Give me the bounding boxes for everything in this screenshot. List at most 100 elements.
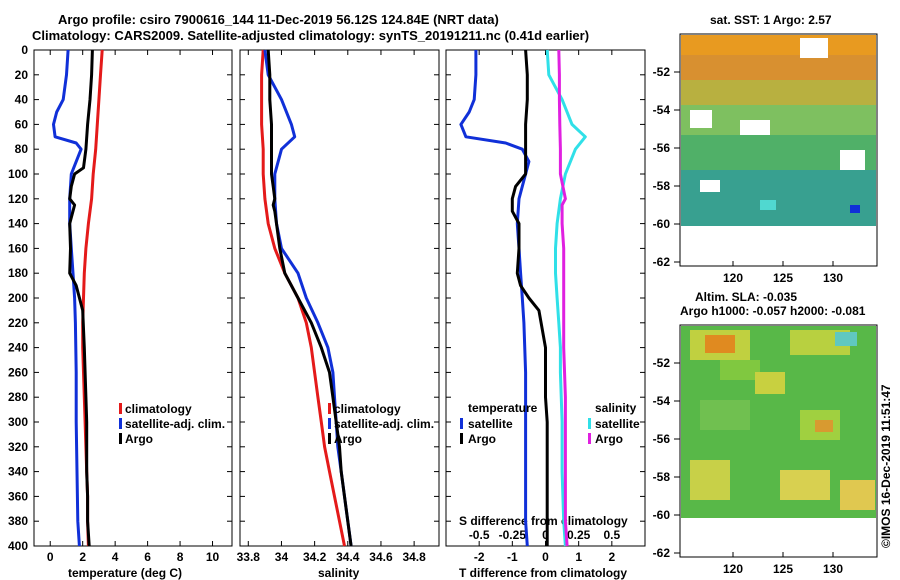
y-tick-label: 180: [8, 266, 28, 280]
y-tick-label: 0: [21, 43, 28, 57]
y-tick-label: 160: [8, 241, 28, 255]
legend-swatch-satellite: [119, 418, 122, 429]
x-tick-label: 34: [275, 550, 289, 564]
salinity-plot-frame: [239, 49, 440, 547]
legend-label-argo: Argo: [334, 432, 362, 446]
top-x-tick-label: 0.25: [567, 528, 591, 542]
legend-label-t-satellite: satellite: [468, 417, 513, 431]
map-y-tick-label: -52: [653, 356, 671, 370]
map-x-tick-label: 130: [823, 562, 843, 576]
map-x-tick-label: 125: [773, 271, 793, 285]
y-tick-label: 360: [8, 489, 28, 503]
y-tick-label: 280: [8, 390, 28, 404]
y-tick-label: 200: [8, 291, 28, 305]
difference-legend-temperature: temperature satellite Argo: [460, 401, 538, 446]
legend-label-satellite: satellite-adj. clim.: [125, 417, 225, 431]
y-tick-label: 240: [8, 341, 28, 355]
y-tick-label: 320: [8, 440, 28, 454]
y-tick-label: 300: [8, 415, 28, 429]
legend-swatch-t-satellite: [460, 418, 463, 429]
temperature-legend: climatology satellite-adj. clim. Argo: [119, 402, 225, 446]
x-tick-label: 33.8: [237, 550, 261, 564]
difference-xlabel: T difference from climatology: [459, 566, 627, 580]
series-line-argo: [266, 49, 353, 547]
map-y-tick-label: -62: [653, 546, 671, 560]
legend-label-climatology: climatology: [334, 402, 401, 416]
title-line-1: Argo profile: csiro 7900616_144 11-Dec-2…: [58, 12, 499, 27]
sla-map: [679, 324, 878, 558]
legend-label-climatology: climatology: [125, 402, 192, 416]
top-x-tick-label: 0: [542, 528, 549, 542]
legend-swatch-satellite: [328, 418, 331, 429]
y-tick-label: 100: [8, 167, 28, 181]
x-tick-label: 34.4: [336, 550, 360, 564]
salinity-legend: climatology satellite-adj. clim. Argo: [328, 402, 434, 446]
x-tick-label: 2: [79, 550, 86, 564]
map-y-tick-label: -56: [653, 141, 671, 155]
x-tick-label: 0: [542, 550, 549, 564]
legend-swatch-s-argo: [588, 433, 591, 444]
y-tick-label: 80: [15, 142, 29, 156]
legend-title-salinity: salinity: [595, 401, 637, 415]
sst-map: [679, 33, 878, 267]
map-y-tick-label: -60: [653, 508, 671, 522]
x-tick-label: 34.2: [303, 550, 327, 564]
map-x-tick-label: 120: [723, 271, 743, 285]
legend-label-argo: Argo: [125, 432, 153, 446]
legend-swatch-argo: [119, 433, 122, 444]
y-tick-label: 60: [15, 117, 29, 131]
difference-legend-salinity: salinity satellite Argo: [588, 401, 640, 446]
x-tick-label: 4: [112, 550, 119, 564]
temperature-plot-frame: [33, 49, 233, 547]
legend-swatch-climatology: [119, 403, 122, 414]
top-x-tick-label: -0.5: [469, 528, 490, 542]
map-x-tick-label: 125: [773, 562, 793, 576]
x-tick-label: 8: [177, 550, 184, 564]
legend-label-s-argo: Argo: [595, 432, 623, 446]
y-tick-label: 40: [15, 93, 29, 107]
series-line-satellite-adj-clim-: [52, 49, 83, 547]
x-tick-label: 2: [608, 550, 615, 564]
series-line-satellite-adj-clim-: [263, 49, 353, 547]
legend-label-satellite: satellite-adj. clim.: [334, 417, 434, 431]
series-line-s-argo: [557, 49, 569, 547]
map-y-tick-label: -62: [653, 255, 671, 269]
map-x-tick-label: 120: [723, 562, 743, 576]
top-x-tick-label: -0.25: [499, 528, 527, 542]
difference-top-axis-label: S difference from climatology: [459, 514, 628, 528]
legend-swatch-argo: [328, 433, 331, 444]
y-tick-label: 260: [8, 365, 28, 379]
x-tick-label: -1: [507, 550, 518, 564]
y-tick-label: 120: [8, 192, 28, 206]
y-tick-label: 140: [8, 217, 28, 231]
x-tick-label: 34.6: [369, 550, 393, 564]
map-y-tick-label: -58: [653, 179, 671, 193]
map-y-tick-label: -54: [653, 394, 671, 408]
map-x-tick-label: 130: [823, 271, 843, 285]
y-tick-label: 340: [8, 465, 28, 479]
legend-swatch-s-satellite: [588, 418, 591, 429]
map-y-tick-label: -60: [653, 217, 671, 231]
sla-map-title-1: Altim. SLA: -0.035: [695, 290, 797, 304]
map-y-tick-label: -56: [653, 432, 671, 446]
series-line-t-satellite: [459, 50, 531, 547]
x-tick-label: 1: [575, 550, 582, 564]
y-tick-label: 20: [15, 68, 29, 82]
series-line-climatology: [260, 49, 346, 547]
map-y-tick-label: -58: [653, 470, 671, 484]
x-tick-label: 10: [206, 550, 220, 564]
x-tick-label: 0: [47, 550, 54, 564]
temperature-xlabel: temperature (deg C): [68, 566, 182, 580]
salinity-xlabel: salinity: [318, 566, 360, 580]
legend-swatch-climatology: [328, 403, 331, 414]
legend-swatch-t-argo: [460, 433, 463, 444]
title-line-2: Climatology: CARS2009. Satellite-adjuste…: [32, 28, 590, 43]
legend-label-t-argo: Argo: [468, 432, 496, 446]
map-y-tick-label: -52: [653, 65, 671, 79]
x-tick-label: 6: [144, 550, 151, 564]
y-tick-label: 400: [8, 539, 28, 553]
legend-label-s-satellite: satellite: [595, 417, 640, 431]
series-line-t-argo: [510, 49, 549, 546]
sla-map-title-2: Argo h1000: -0.057 h2000: -0.081: [680, 304, 866, 318]
